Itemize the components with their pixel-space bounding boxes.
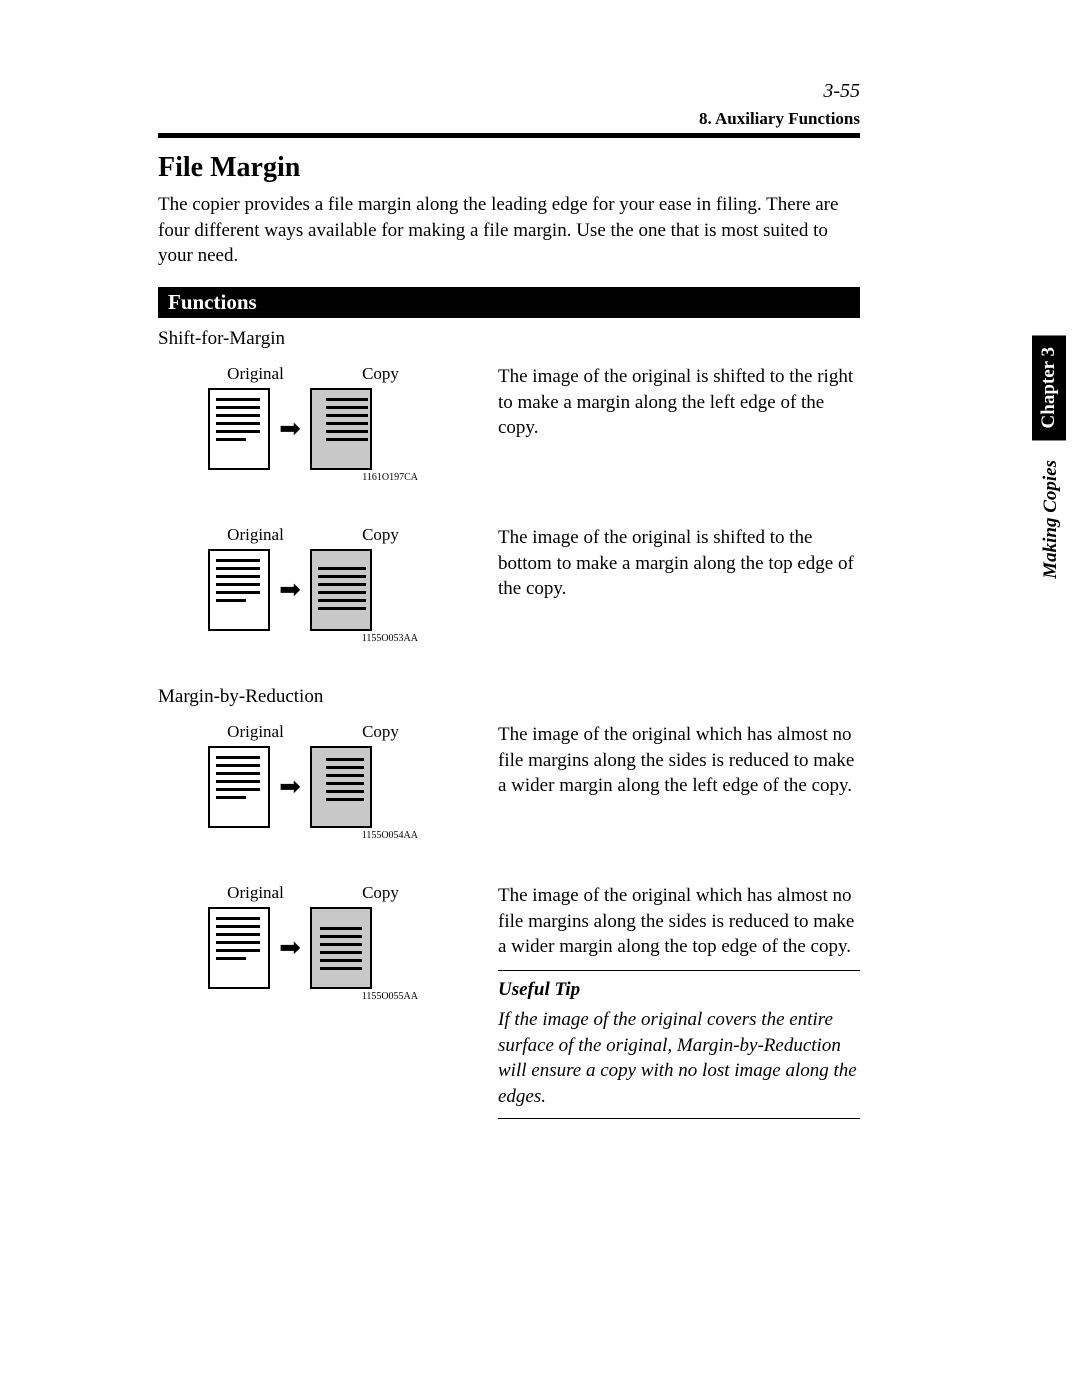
function-row: Original Copy ➡ [158, 722, 860, 841]
label-original: Original [208, 525, 303, 545]
original-page-icon [208, 907, 270, 989]
page-title: File Margin [158, 152, 860, 184]
row-description: The image of the original which has almo… [498, 883, 860, 960]
arrow-icon: ➡ [270, 774, 310, 800]
function-row: Original Copy ➡ [158, 525, 860, 644]
row-description: The image of the original which has almo… [498, 722, 860, 799]
diagram: Original Copy ➡ [158, 722, 498, 841]
label-original: Original [208, 722, 303, 742]
copy-page-icon [310, 549, 372, 631]
figure-code: 1155O053AA [208, 633, 418, 644]
diagram: Original Copy ➡ [158, 364, 498, 483]
figure-code: 1161O197CA [208, 472, 418, 483]
tip-body: If the image of the original covers the … [498, 1007, 860, 1110]
making-copies-tab: Making Copies [1040, 460, 1062, 579]
function-row: Original Copy ➡ [158, 883, 860, 1125]
arrow-icon: ➡ [270, 416, 310, 442]
chapter-tab: Chapter 3 [1032, 335, 1066, 440]
label-copy: Copy [343, 525, 418, 545]
original-page-icon [208, 549, 270, 631]
subheading-reduction: Margin-by-Reduction [158, 686, 860, 708]
diagram: Original Copy ➡ [158, 883, 498, 1002]
tip-title: Useful Tip [498, 977, 860, 1003]
label-original: Original [208, 364, 303, 384]
functions-bar: Functions [158, 287, 860, 318]
arrow-icon: ➡ [270, 935, 310, 961]
function-row: Original Copy ➡ [158, 364, 860, 483]
section-header: 8. Auxiliary Functions [158, 109, 860, 129]
copy-page-icon [310, 907, 372, 989]
header-rule [158, 133, 860, 138]
copy-page-icon [310, 388, 372, 470]
row-description: The image of the original is shifted to … [498, 525, 860, 602]
tip-rule [498, 970, 860, 972]
original-page-icon [208, 388, 270, 470]
intro-paragraph: The copier provides a file margin along … [158, 192, 860, 269]
figure-code: 1155O054AA [208, 830, 418, 841]
label-original: Original [208, 883, 303, 903]
label-copy: Copy [343, 883, 418, 903]
diagram: Original Copy ➡ [158, 525, 498, 644]
label-copy: Copy [343, 722, 418, 742]
label-copy: Copy [343, 364, 418, 384]
row-description: The image of the original is shifted to … [498, 364, 860, 441]
copy-page-icon [310, 746, 372, 828]
subheading-shift: Shift-for-Margin [158, 328, 860, 350]
original-page-icon [208, 746, 270, 828]
arrow-icon: ➡ [270, 577, 310, 603]
page-number: 3-55 [158, 80, 860, 103]
figure-code: 1155O055AA [208, 991, 418, 1002]
tip-rule [498, 1118, 860, 1120]
